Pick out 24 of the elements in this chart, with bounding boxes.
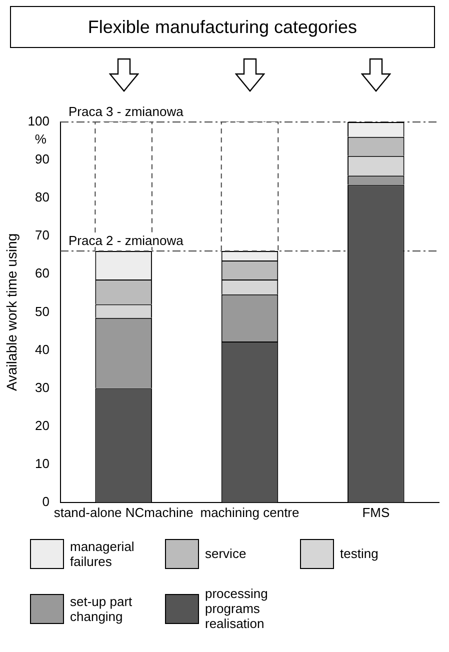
y-tick-label: 90 (35, 152, 50, 167)
legend-label: processing programs realisation (205, 586, 269, 631)
x-tick-label: FMS (362, 504, 390, 520)
y-tick-label: 70 (35, 228, 50, 243)
text: % (34, 132, 47, 147)
x-tick-label: stand-alone NCmachine (54, 504, 194, 520)
legend-label: set-up part changing (70, 594, 134, 624)
y-tick-label: 20 (35, 418, 50, 433)
x-tick-label: machining centre (200, 504, 300, 520)
y-tick-label: 0 (42, 494, 50, 509)
y-tick-label: 60 (35, 266, 50, 281)
ref-line-label: Praca 2 - zmianowa (68, 233, 184, 248)
ref-line-label: Praca 3 - zmianowa (68, 104, 184, 120)
y-tick-label: 50 (35, 304, 50, 319)
legend-label: testing (340, 546, 378, 561)
y-tick-label: 100 (28, 114, 50, 129)
legend-label: service (205, 546, 246, 561)
legend-label: managerial failures (70, 538, 136, 568)
y-tick-label: 40 (35, 342, 50, 357)
chart-title: Flexible manufacturing categories (10, 6, 435, 48)
y-tick-label: 80 (35, 190, 50, 205)
y-tick-label: 30 (35, 380, 50, 395)
y-tick-label: 10 (35, 456, 50, 471)
y-axis-title: Available work time using (3, 233, 20, 392)
